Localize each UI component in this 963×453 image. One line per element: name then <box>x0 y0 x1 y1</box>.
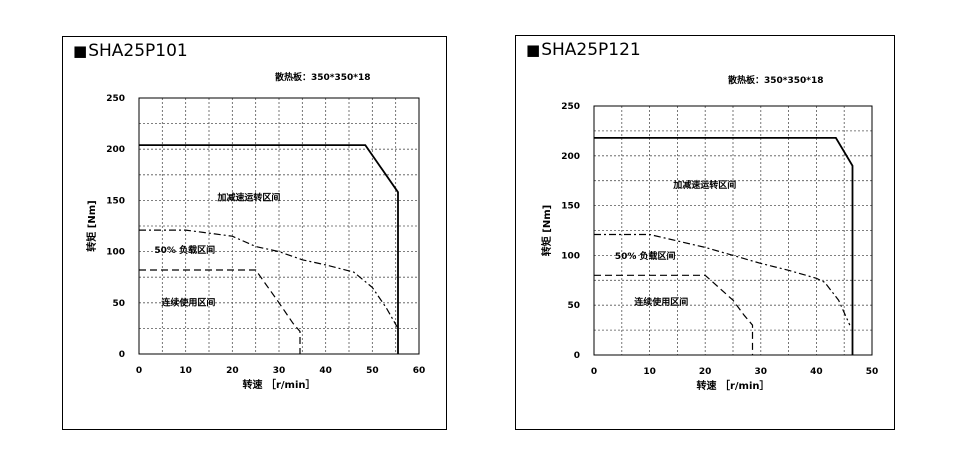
y-axis-label: 转矩 [Nm] <box>85 200 98 251</box>
x-tick-label: 50 <box>866 367 879 377</box>
x-tick-label: 0 <box>136 366 142 376</box>
heatsink-label: 散热板：350*350*18 <box>275 73 371 83</box>
y-tick-label: 0 <box>119 350 125 360</box>
heatsink-label: 散热板：350*350*18 <box>728 76 824 86</box>
x-axis-label: 转速 ［r/min］ <box>242 378 315 391</box>
region-label-half-load: 50% 负载区间 <box>154 244 215 256</box>
x-axis-label: 转速 ［r/min］ <box>696 379 769 392</box>
x-tick-label: 60 <box>413 366 426 376</box>
y-tick-label: 100 <box>561 251 580 261</box>
x-tick-label: 30 <box>755 367 768 377</box>
x-tick-label: 10 <box>643 367 656 377</box>
y-tick-label: 200 <box>106 145 125 155</box>
y-tick-label: 50 <box>112 299 125 309</box>
y-tick-label: 50 <box>567 301 580 311</box>
y-tick-label: 250 <box>561 102 580 112</box>
series-line-dash-dot <box>594 233 851 326</box>
region-label-accel: 加减速运转区间 <box>672 179 736 191</box>
x-tick-label: 20 <box>226 366 239 376</box>
chart-title: ■SHA25P121 <box>526 40 641 60</box>
region-label-continuous: 连续使用区间 <box>161 296 215 308</box>
chart-svg-1: 0 10 20 30 40 50 60 0 50 100 150 200 250 转速 ［r/min］ 转矩… <box>85 94 426 391</box>
series-line-dashed <box>594 274 754 355</box>
x-tick-label: 50 <box>366 366 379 376</box>
x-tick-label: 40 <box>319 366 332 376</box>
square-marker-icon: ■ <box>526 41 541 59</box>
chart-title-text: SHA25P101 <box>88 41 188 61</box>
y-tick-label: 100 <box>106 248 125 258</box>
series-line-solid <box>594 137 854 355</box>
chart-panel-sha25p121: ■SHA25P121 散热板：350*350*18 0 10 20 30 40 50 0 50… <box>515 35 895 430</box>
y-tick-label: 0 <box>574 351 580 361</box>
chart-title: ■SHA25P101 <box>73 41 188 61</box>
y-tick-label: 150 <box>106 196 125 206</box>
plot-frame <box>593 105 873 356</box>
y-axis-label: 转矩 [Nm] <box>540 205 553 256</box>
x-tick-label: 10 <box>179 366 192 376</box>
x-tick-label: 20 <box>699 367 712 377</box>
series-line-solid <box>139 144 399 354</box>
chart-svg-2: 0 10 20 30 40 50 0 50 100 150 200 250 转速 ［r/min］ 转矩 [… <box>540 102 879 392</box>
series-line-dash-dot <box>139 229 399 329</box>
square-marker-icon: ■ <box>73 42 88 60</box>
chart-title-text: SHA25P121 <box>541 40 641 60</box>
chart-panel-sha25p101: ■SHA25P101 散热板：350*350*18 0 10 20 30 40 50 60 0… <box>62 36 447 430</box>
x-tick-label: 0 <box>591 367 597 377</box>
series-line-dashed <box>139 269 301 354</box>
x-tick-label: 30 <box>273 366 286 376</box>
region-label-continuous: 连续使用区间 <box>634 296 688 308</box>
plot-frame <box>138 97 420 355</box>
region-label-half-load: 50% 负载区间 <box>615 250 676 262</box>
y-tick-label: 250 <box>106 94 125 104</box>
x-tick-label: 40 <box>810 367 823 377</box>
region-label-accel: 加减速运转区间 <box>216 191 280 203</box>
y-tick-label: 150 <box>561 202 580 212</box>
y-tick-label: 200 <box>561 152 580 162</box>
